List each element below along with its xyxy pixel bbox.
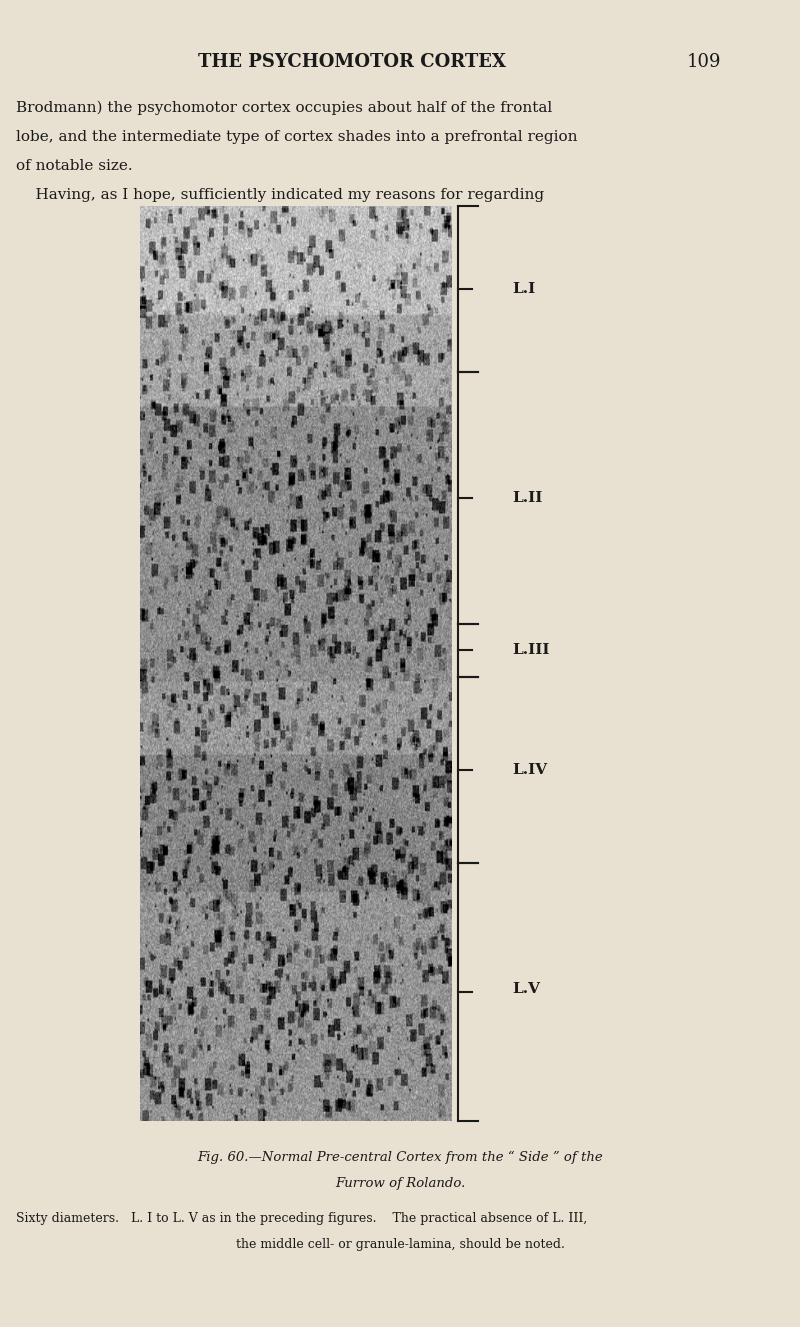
Text: L.III: L.III [512,644,550,657]
Text: Furrow of Rolando.: Furrow of Rolando. [335,1177,465,1190]
Text: Brodmann) the psychomotor cortex occupies about half of the frontal: Brodmann) the psychomotor cortex occupie… [16,101,552,115]
Text: 109: 109 [686,53,722,72]
Text: Fig. 60.—Normal Pre-central Cortex from the “ Side ” of the: Fig. 60.—Normal Pre-central Cortex from … [197,1151,603,1164]
Text: L.I: L.I [512,283,535,296]
Text: THE PSYCHOMOTOR CORTEX: THE PSYCHOMOTOR CORTEX [198,53,506,72]
Text: lobe, and the intermediate type of cortex shades into a prefrontal region: lobe, and the intermediate type of corte… [16,130,578,145]
Text: Sixty diameters.   L. I to L. V as in the preceding figures.    The practical ab: Sixty diameters. L. I to L. V as in the … [16,1212,587,1225]
Text: the middle cell- or granule-lamina, should be noted.: the middle cell- or granule-lamina, shou… [235,1238,565,1251]
Text: L.V: L.V [512,982,540,995]
Text: Having, as I hope, sufficiently indicated my reasons for regarding: Having, as I hope, sufficiently indicate… [16,188,544,203]
Text: of notable size.: of notable size. [16,159,133,174]
Text: L.IV: L.IV [512,763,547,776]
Text: L.II: L.II [512,491,542,504]
